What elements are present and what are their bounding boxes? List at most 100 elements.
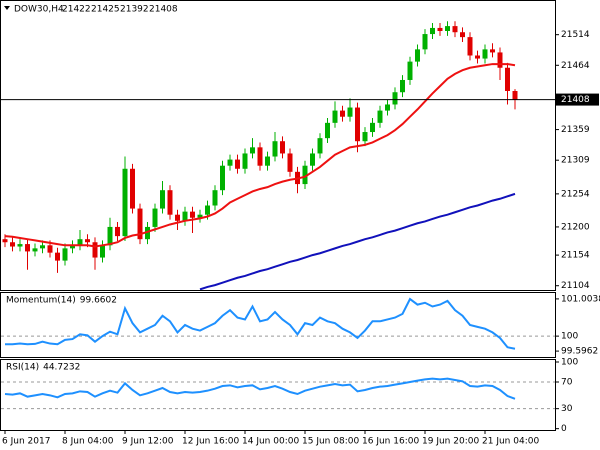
candle-body	[445, 26, 450, 32]
candle-body	[512, 91, 518, 100]
candle-body	[415, 49, 420, 62]
x-tick-label: 9 Jun 12:00	[122, 437, 174, 447]
last-price: 21408	[561, 95, 590, 105]
candle-body	[77, 239, 83, 246]
candle-body	[197, 214, 203, 218]
candle-body	[497, 52, 503, 68]
candle-body	[115, 226, 120, 237]
candle-body	[152, 208, 158, 227]
candle-body	[92, 242, 98, 258]
candle-body	[287, 153, 293, 172]
candle-body	[40, 245, 45, 249]
candle-body	[460, 32, 465, 38]
candle-body	[212, 190, 218, 206]
candle-body	[407, 61, 413, 80]
candle-body	[220, 165, 225, 191]
candle-body	[505, 67, 510, 92]
chart-title: DOW30,H4	[14, 5, 64, 15]
candle-body	[430, 27, 435, 35]
candle-body	[25, 244, 30, 252]
candle-body	[370, 122, 375, 133]
y-tick-label: 21154	[561, 251, 590, 261]
ohlc-value: 21422	[62, 5, 91, 15]
candle-body	[227, 159, 233, 166]
momentum-panel	[0, 292, 556, 358]
y-tick-label: 21200	[561, 222, 590, 232]
candle-body	[175, 214, 180, 221]
y-tick-label: 99.5962	[561, 347, 598, 357]
indicator-line	[5, 297, 516, 350]
y-tick-label: 100	[561, 332, 578, 342]
y-tick-label: 101.0038	[561, 294, 600, 304]
candle-body	[437, 27, 443, 32]
candle-body	[310, 153, 315, 166]
y-tick-label: 21254	[561, 189, 590, 199]
candle-body	[242, 153, 248, 169]
candle-body	[272, 141, 278, 157]
y-tick-label: 21104	[561, 281, 590, 291]
candle-body	[17, 244, 23, 247]
moving-average	[199, 192, 516, 290]
candle-body	[167, 190, 173, 215]
candle-body	[340, 110, 345, 117]
y-tick-label: 21359	[561, 125, 590, 135]
price-box	[556, 93, 599, 106]
ohlc-value: 21392	[120, 5, 149, 15]
candle-body	[190, 211, 195, 218]
rsi-title: RSI(14)	[6, 363, 39, 373]
candle-body	[362, 132, 368, 142]
candle-body	[85, 239, 90, 243]
candle-body	[355, 107, 360, 142]
candle-body	[347, 107, 353, 117]
candle-body	[205, 205, 210, 215]
y-tick-label: 21514	[561, 30, 590, 40]
x-tick-label: 6 Jun 2017	[2, 437, 50, 447]
y-tick-label: 70	[561, 378, 573, 388]
moving-average	[4, 63, 516, 248]
candle-body	[62, 248, 68, 261]
candle-body	[70, 245, 75, 249]
candle-body	[377, 110, 383, 123]
candle-body	[47, 245, 53, 253]
candle-body	[130, 168, 135, 209]
y-tick-label: 30	[561, 404, 573, 414]
candle-body	[32, 248, 38, 252]
candle-body	[280, 141, 285, 154]
indicator-value: 99.6602	[80, 296, 117, 306]
candle-body	[257, 147, 263, 166]
y-tick-label: 100	[561, 358, 578, 368]
x-tick-label: 16 Jun 16:00	[362, 437, 419, 447]
y-tick-label: 21309	[561, 156, 590, 166]
x-tick-label: 21 Jun 04:00	[482, 437, 539, 447]
x-tick-label: 12 Jun 16:00	[182, 437, 239, 447]
candle-body	[235, 159, 240, 169]
x-tick-label: 8 Jun 04:00	[62, 437, 114, 447]
candle-body	[475, 55, 480, 59]
rsi-panel	[0, 359, 556, 431]
indicator-line	[4, 377, 516, 400]
candle-body	[107, 226, 113, 246]
candle-body	[265, 156, 270, 166]
x-tick-label: 15 Jun 08:00	[302, 437, 359, 447]
candle-body	[400, 79, 405, 93]
candle-body	[317, 138, 323, 154]
candle-body	[325, 122, 330, 139]
candle-body	[250, 147, 255, 154]
x-tick-label: 14 Jun 00:00	[242, 437, 299, 447]
candle-body	[452, 26, 458, 33]
momentum-title: Momentum(14)	[6, 296, 76, 306]
candle-body	[100, 245, 105, 258]
panel-arrow	[4, 6, 10, 10]
ohlc-value: 21425	[91, 5, 120, 15]
candle-body	[160, 190, 165, 209]
y-tick-label: 0	[561, 424, 567, 434]
indicator-value: 44.7232	[43, 363, 80, 373]
ohlc-value: 21408	[149, 5, 178, 15]
candle-body	[467, 37, 473, 56]
candle-body	[122, 168, 128, 237]
candle-body	[302, 165, 308, 185]
candle-body	[2, 239, 8, 243]
candle-body	[332, 110, 338, 123]
candle-body	[55, 252, 60, 261]
